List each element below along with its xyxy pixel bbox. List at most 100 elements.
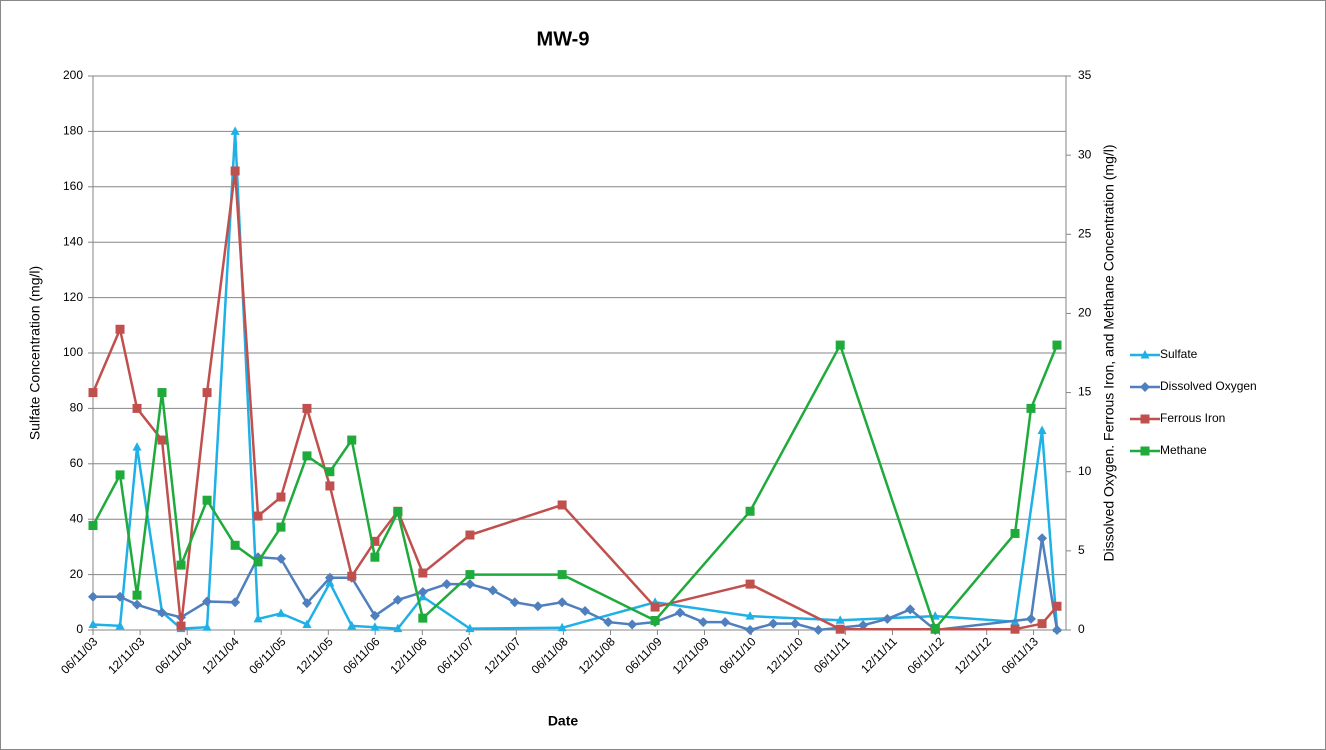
marker — [1010, 528, 1020, 538]
marker — [302, 619, 312, 628]
marker — [347, 620, 357, 630]
marker — [835, 624, 845, 634]
y2-tick-label: 25 — [1078, 226, 1092, 240]
y-tick-label: 40 — [70, 511, 84, 525]
marker — [720, 617, 731, 628]
marker — [465, 570, 475, 580]
marker — [301, 598, 312, 609]
x-axis-title: Date — [548, 713, 579, 729]
marker — [276, 608, 286, 617]
marker — [650, 616, 660, 626]
marker — [370, 536, 380, 546]
marker — [88, 388, 98, 398]
marker — [230, 126, 240, 135]
marker — [1037, 425, 1047, 435]
y2-tick-label: 15 — [1078, 385, 1092, 399]
y-tick-label: 160 — [63, 179, 83, 193]
legend-marker — [1140, 446, 1150, 456]
y-tick-label: 100 — [63, 345, 83, 359]
marker — [745, 611, 755, 620]
marker — [347, 435, 357, 445]
marker — [441, 579, 452, 590]
y-tick-label: 0 — [76, 622, 83, 636]
marker — [393, 507, 403, 517]
series — [88, 533, 1062, 635]
y2-tick-label: 0 — [1078, 622, 1085, 636]
marker — [465, 623, 475, 633]
marker — [1025, 613, 1036, 624]
marker — [835, 615, 845, 624]
marker — [276, 522, 286, 532]
legend-label: Sulfate — [1160, 347, 1198, 361]
marker — [650, 602, 660, 612]
legend-label: Methane — [1160, 443, 1207, 457]
marker — [202, 596, 213, 607]
y2-tick-label: 30 — [1078, 147, 1092, 161]
marker — [1052, 601, 1062, 611]
marker — [557, 622, 567, 632]
marker — [115, 324, 125, 334]
marker — [115, 591, 126, 602]
marker — [745, 625, 756, 635]
marker — [370, 552, 380, 562]
y-tick-label: 20 — [70, 567, 84, 581]
marker — [698, 617, 709, 628]
marker — [230, 540, 240, 550]
marker — [369, 610, 380, 621]
y-tick-label: 140 — [63, 234, 83, 248]
marker — [930, 611, 940, 620]
y2-tick-label: 35 — [1078, 68, 1092, 82]
marker — [835, 340, 845, 350]
marker — [557, 500, 567, 510]
marker — [157, 388, 167, 398]
marker — [392, 594, 403, 605]
marker — [905, 604, 916, 615]
series-line — [91, 170, 1058, 631]
y-tick-label: 180 — [63, 124, 83, 138]
marker — [157, 607, 168, 618]
marker — [465, 530, 475, 540]
marker — [418, 613, 428, 623]
y2-tick-label: 5 — [1078, 543, 1085, 557]
y2-tick-label: 20 — [1078, 306, 1092, 320]
y2-tick-label: 10 — [1078, 464, 1092, 478]
y-tick-label: 80 — [70, 401, 84, 415]
marker — [417, 587, 428, 598]
marker — [557, 570, 567, 580]
marker — [115, 620, 125, 630]
marker — [132, 442, 142, 451]
marker — [1037, 533, 1048, 544]
marker — [88, 619, 98, 628]
marker — [1052, 340, 1062, 350]
marker — [745, 579, 755, 589]
marker — [930, 623, 940, 633]
marker — [603, 617, 614, 628]
marker — [276, 492, 286, 502]
marker — [176, 560, 186, 570]
series-line — [91, 341, 1059, 631]
marker — [132, 403, 142, 413]
marker — [532, 601, 543, 612]
marker — [230, 166, 240, 176]
marker — [176, 621, 186, 631]
marker — [557, 597, 568, 608]
legend-label: Ferrous Iron — [1160, 411, 1225, 425]
chart-title: MW-9 — [537, 28, 590, 50]
marker — [675, 607, 686, 618]
marker — [88, 521, 98, 531]
y-tick-label: 200 — [63, 68, 83, 82]
marker — [202, 388, 212, 398]
legend-marker — [1140, 350, 1150, 359]
series — [88, 340, 1062, 633]
marker — [253, 613, 263, 623]
marker — [230, 597, 241, 608]
marker — [813, 625, 824, 635]
y-tick-label: 60 — [70, 456, 84, 470]
marker — [882, 613, 893, 624]
marker — [745, 506, 755, 516]
marker — [487, 585, 498, 596]
marker — [325, 481, 335, 491]
marker — [302, 451, 312, 461]
